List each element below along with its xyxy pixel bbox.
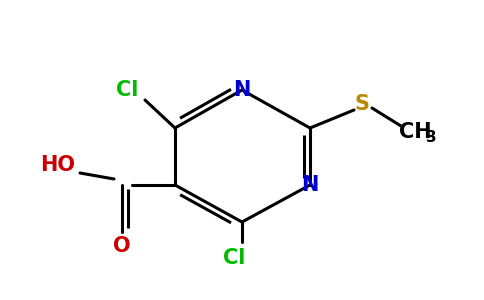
Text: N: N — [233, 80, 251, 100]
Text: Cl: Cl — [223, 248, 245, 268]
Text: N: N — [302, 175, 318, 195]
Text: HO: HO — [41, 155, 76, 175]
Text: CH: CH — [399, 122, 431, 142]
Text: O: O — [113, 236, 131, 256]
Text: Cl: Cl — [116, 80, 138, 100]
Text: 3: 3 — [426, 130, 436, 145]
Text: S: S — [354, 94, 369, 114]
